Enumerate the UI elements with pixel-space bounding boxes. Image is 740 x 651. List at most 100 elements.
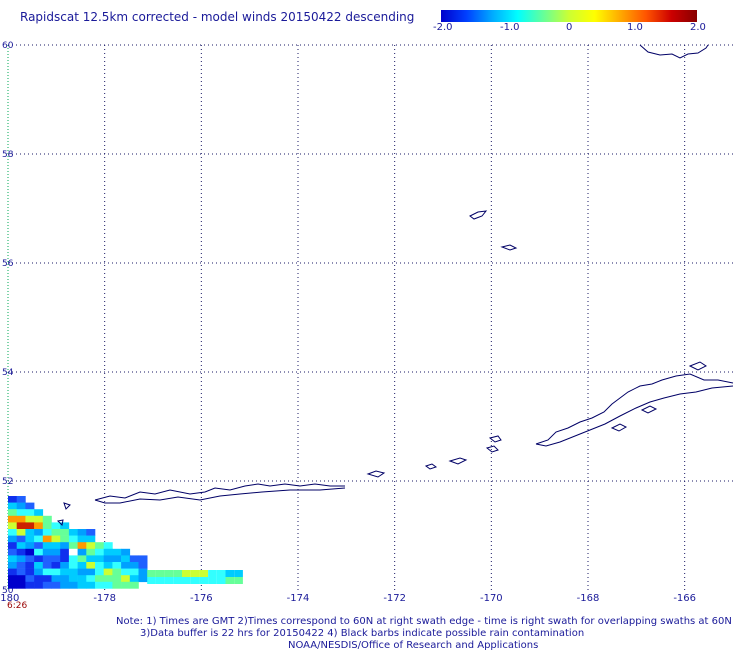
swath-cell (68, 581, 78, 589)
swath-cell (60, 581, 70, 589)
swath-cell (8, 575, 17, 583)
swath-cell (121, 581, 131, 589)
swath-cell (77, 535, 87, 543)
longitude-tick-label: -168 (577, 593, 600, 604)
swath-cell (25, 555, 35, 563)
swath-cell (68, 542, 78, 550)
swath-cell (42, 568, 52, 576)
swath-cell (34, 581, 44, 589)
swath-cell (112, 562, 122, 569)
swath-cell (42, 529, 52, 536)
swath-cell (16, 535, 26, 543)
swath-cell (234, 577, 243, 584)
swath-cell (77, 562, 87, 569)
swath-cell (8, 496, 17, 503)
swath-cell (86, 562, 96, 569)
swath-cell (8, 535, 17, 543)
swath-cell (8, 581, 17, 589)
time-label: 6:26 (7, 601, 27, 611)
swath-cell (25, 581, 35, 589)
swath-cell (86, 542, 96, 550)
swath-cell (25, 575, 35, 583)
swath-cell (86, 581, 96, 589)
swath-cell (34, 562, 44, 569)
coastline-segment (94, 487, 346, 504)
swath-cell (95, 555, 104, 563)
swath-cell (86, 568, 96, 576)
swath-cell (225, 570, 235, 577)
colorbar (441, 10, 697, 22)
swath-cell (199, 570, 209, 577)
swath-cell (51, 522, 61, 530)
swath-cell (16, 581, 26, 589)
swath-cell (42, 535, 52, 543)
swath-cell (34, 509, 44, 517)
swath-cell (16, 522, 26, 530)
swath-cell (121, 562, 131, 569)
note-line-3: NOAA/NESDIS/Office of Research and Appli… (288, 640, 539, 651)
swath-cell (86, 529, 96, 536)
coastline-segment (448, 457, 468, 465)
swath-cell (16, 496, 26, 503)
swath-cell (42, 522, 52, 530)
swath-cell (173, 570, 182, 577)
swath-cell (25, 535, 35, 543)
swath-cell (8, 555, 17, 563)
figure-title: Rapidscat 12.5km corrected - model winds… (20, 10, 415, 24)
swath-cell (121, 555, 131, 563)
swath-cell (16, 575, 26, 583)
swath-cell (8, 515, 17, 523)
swath-cell (155, 570, 165, 577)
swath-cell (8, 568, 17, 576)
swath-cell (68, 568, 78, 576)
swath-cell (8, 542, 17, 550)
swath-cell (51, 535, 61, 543)
swath-cell (190, 577, 200, 584)
swath-cell (34, 548, 44, 556)
swath-cell (42, 555, 52, 563)
swath-cell (95, 562, 104, 569)
swath-cell (138, 555, 148, 563)
swath-cell (16, 562, 26, 569)
swath-cell (8, 509, 17, 517)
swath-cell (86, 555, 96, 563)
swath-cell (164, 577, 174, 584)
latitude-tick-label: 50 (2, 586, 14, 596)
swath-cell (95, 542, 104, 550)
latitude-tick-label: 56 (2, 259, 14, 269)
swath-cell (8, 548, 17, 556)
swath-cell (138, 568, 148, 576)
swath-cell (77, 555, 87, 563)
swath-cell (16, 548, 26, 556)
longitude-tick-label: -172 (383, 593, 406, 604)
swath-cell (16, 542, 26, 550)
colorbar-label-zero: 0 (566, 22, 573, 33)
coastline-segment (488, 435, 502, 443)
swath-cell (121, 568, 131, 576)
swath-cell (208, 577, 217, 584)
swath-cell (225, 577, 235, 584)
swath-cell (25, 548, 35, 556)
coastlines (56, 44, 734, 527)
swath-cell (68, 555, 78, 563)
swath-cell (216, 577, 226, 584)
latitude-tick-label: 58 (2, 150, 14, 160)
swath-cell (34, 522, 44, 530)
swath-cell (60, 568, 70, 576)
swath-cell (138, 575, 148, 583)
swath-cell (60, 548, 70, 556)
longitude-tick-label: -174 (287, 593, 310, 604)
swath-cell (25, 509, 35, 517)
longitude-tick-label: -178 (93, 593, 116, 604)
swath-cell (164, 570, 174, 577)
swath-cell (42, 515, 52, 523)
swath-cell (51, 548, 61, 556)
swath-cell (8, 502, 17, 510)
coastline-segment (366, 470, 386, 478)
coastline-segment (535, 373, 734, 445)
coastline-segment (610, 423, 628, 432)
swath-cell (51, 529, 61, 536)
swath-cell (60, 535, 70, 543)
